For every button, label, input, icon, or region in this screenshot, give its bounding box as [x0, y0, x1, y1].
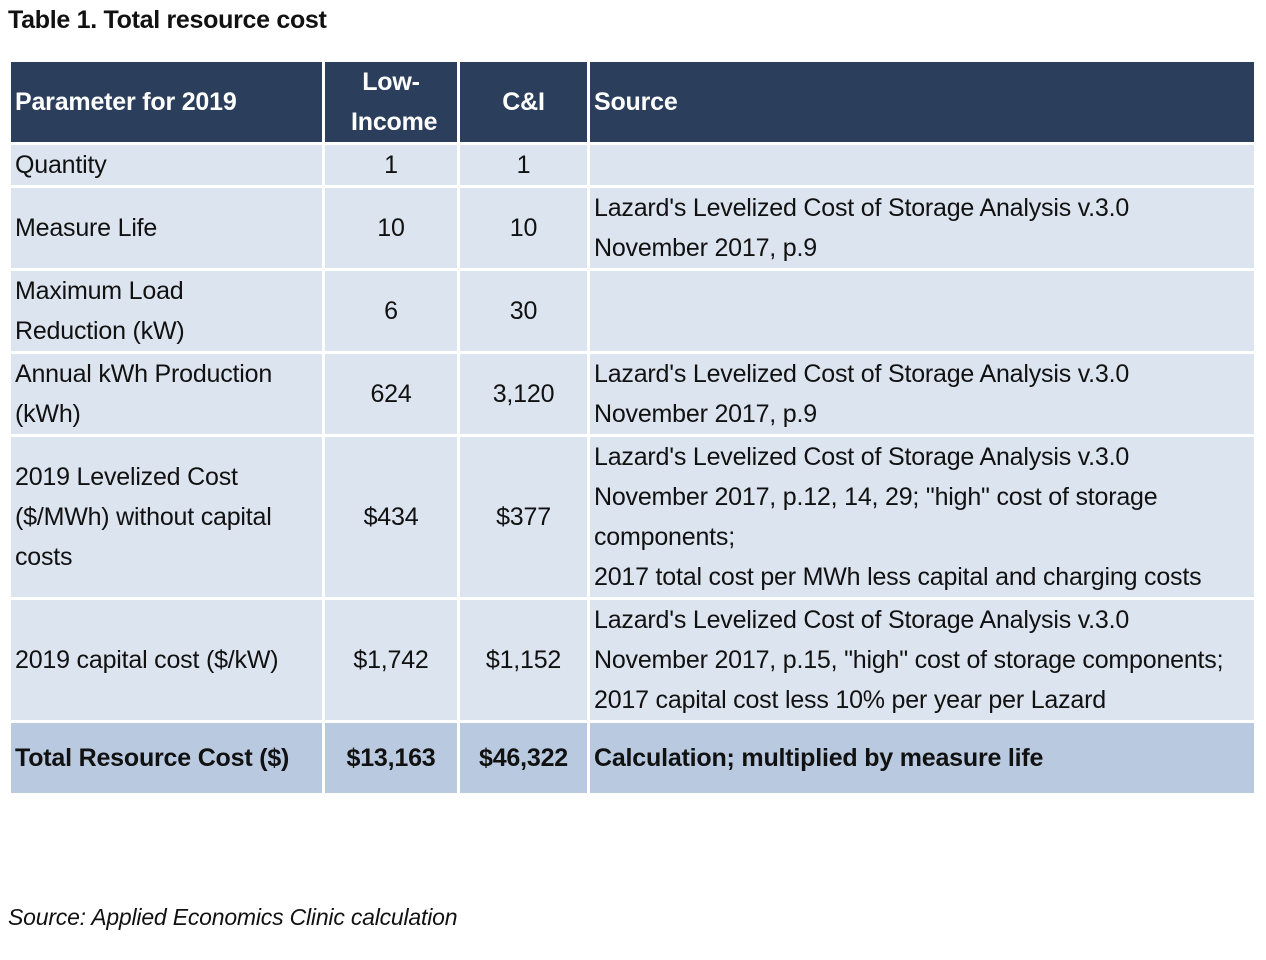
cell-low-income: 6: [322, 268, 460, 354]
header-parameter: Parameter for 2019: [8, 62, 325, 145]
cell-parameter: Quantity: [8, 142, 325, 188]
total-parameter: Total Resource Cost ($): [8, 720, 325, 796]
total-ci: $46,322: [457, 720, 590, 796]
cell-source: Lazard's Levelized Cost of Storage Analy…: [587, 597, 1257, 723]
cell-ci: $1,152: [457, 597, 590, 723]
table-row: 2019 capital cost ($/kW) $1,742 $1,152 L…: [8, 597, 1257, 723]
table-row: Annual kWh Production (kWh) 624 3,120 La…: [8, 351, 1257, 437]
cell-low-income: 1: [322, 142, 460, 188]
cell-low-income: 624: [322, 351, 460, 437]
cell-low-income: 10: [322, 185, 460, 271]
cell-ci: 3,120: [457, 351, 590, 437]
table-row: Quantity 1 1: [8, 142, 1257, 188]
cell-low-income: $1,742: [322, 597, 460, 723]
total-low-income: $13,163: [322, 720, 460, 796]
cell-parameter: Measure Life: [8, 185, 325, 271]
header-row: Parameter for 2019 Low-Income C&I Source: [8, 62, 1257, 145]
cell-source: [587, 142, 1257, 188]
header-low-income-label: Low-Income: [351, 68, 438, 136]
resource-cost-table: Parameter for 2019 Low-Income C&I Source…: [8, 62, 1257, 796]
total-source: Calculation; multiplied by measure life: [587, 720, 1257, 796]
cell-source: Lazard's Levelized Cost of Storage Analy…: [587, 351, 1257, 437]
header-source: Source: [587, 62, 1257, 145]
source-line-1: Lazard's Levelized Cost of Storage Analy…: [594, 443, 1158, 551]
cell-source: [587, 268, 1257, 354]
table-row: 2019 Levelized Cost ($/MWh) without capi…: [8, 434, 1257, 600]
cell-parameter: 2019 capital cost ($/kW): [8, 597, 325, 723]
cell-low-income: $434: [322, 434, 460, 600]
header-ci: C&I: [457, 62, 590, 145]
table-title: Table 1. Total resource cost: [8, 6, 327, 34]
cell-ci: $377: [457, 434, 590, 600]
total-row: Total Resource Cost ($) $13,163 $46,322 …: [8, 720, 1257, 796]
source-line-2: 2017 total cost per MWh less capital and…: [594, 563, 1202, 591]
cell-parameter: Annual kWh Production (kWh): [8, 351, 325, 437]
table-row: Maximum Load Reduction (kW) 6 30: [8, 268, 1257, 354]
cell-ci: 10: [457, 185, 590, 271]
cell-source: Lazard's Levelized Cost of Storage Analy…: [587, 185, 1257, 271]
header-low-income: Low-Income: [322, 62, 460, 145]
cell-ci: 1: [457, 142, 590, 188]
table-row: Measure Life 10 10 Lazard's Levelized Co…: [8, 185, 1257, 271]
cell-parameter: 2019 Levelized Cost ($/MWh) without capi…: [8, 434, 325, 600]
cell-ci: 30: [457, 268, 590, 354]
cell-source: Lazard's Levelized Cost of Storage Analy…: [587, 434, 1257, 600]
source-caption: Source: Applied Economics Clinic calcula…: [8, 904, 458, 930]
cell-parameter: Maximum Load Reduction (kW): [8, 268, 325, 354]
